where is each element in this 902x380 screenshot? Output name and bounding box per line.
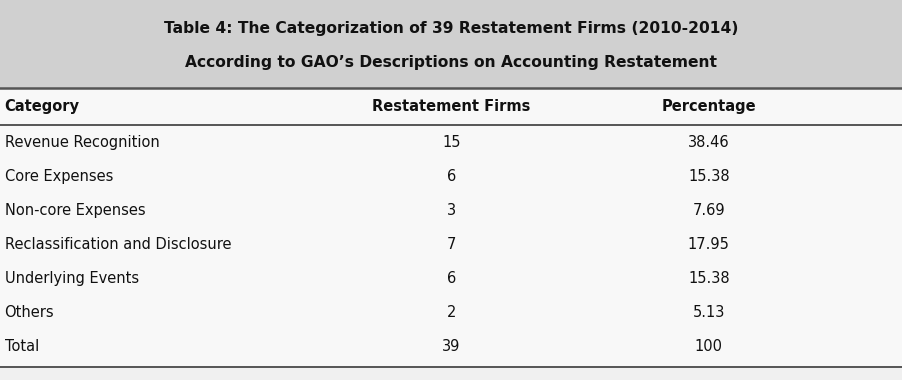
Text: Core Expenses: Core Expenses <box>5 169 113 184</box>
Text: According to GAO’s Descriptions on Accounting Restatement: According to GAO’s Descriptions on Accou… <box>185 55 717 70</box>
Text: Others: Others <box>5 305 54 320</box>
Text: Table 4: The Categorization of 39 Restatement Firms (2010-2014): Table 4: The Categorization of 39 Restat… <box>164 21 738 36</box>
Text: Total: Total <box>5 339 39 354</box>
Text: 15.38: 15.38 <box>687 169 729 184</box>
Text: 5.13: 5.13 <box>692 305 724 320</box>
Text: 17.95: 17.95 <box>687 237 729 252</box>
Text: 7: 7 <box>446 237 456 252</box>
Text: Category: Category <box>5 99 79 114</box>
Text: Revenue Recognition: Revenue Recognition <box>5 135 159 150</box>
Text: Reclassification and Disclosure: Reclassification and Disclosure <box>5 237 231 252</box>
Text: 7.69: 7.69 <box>692 203 724 218</box>
Text: 38.46: 38.46 <box>687 135 729 150</box>
Text: Non-core Expenses: Non-core Expenses <box>5 203 145 218</box>
Text: 15: 15 <box>442 135 460 150</box>
FancyBboxPatch shape <box>0 88 902 367</box>
Text: Underlying Events: Underlying Events <box>5 271 139 286</box>
Text: 39: 39 <box>442 339 460 354</box>
Text: Restatement Firms: Restatement Firms <box>372 99 530 114</box>
Text: 100: 100 <box>694 339 723 354</box>
Text: 6: 6 <box>446 271 456 286</box>
FancyBboxPatch shape <box>0 0 902 88</box>
Text: 15.38: 15.38 <box>687 271 729 286</box>
Text: 3: 3 <box>446 203 456 218</box>
Text: 2: 2 <box>446 305 456 320</box>
Text: Percentage: Percentage <box>661 99 755 114</box>
Text: 6: 6 <box>446 169 456 184</box>
